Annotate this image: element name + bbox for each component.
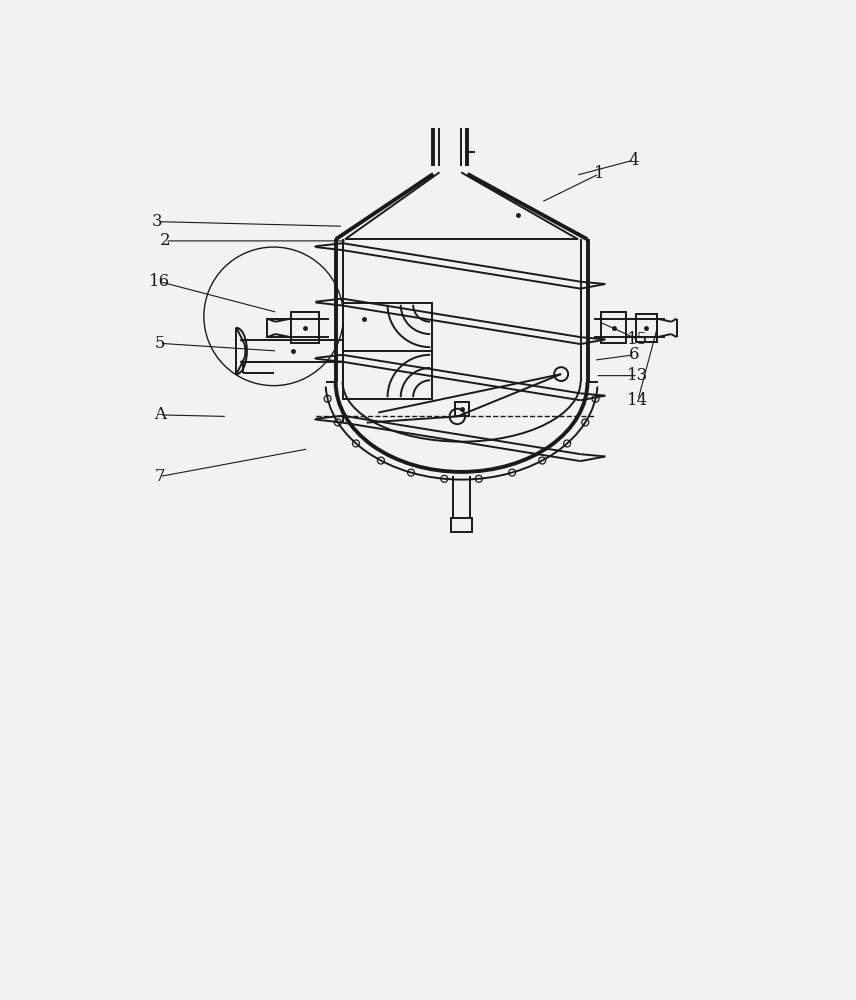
Text: 2: 2 <box>160 232 170 249</box>
Bar <box>451 518 473 532</box>
Text: 13: 13 <box>627 367 649 384</box>
Text: 4: 4 <box>628 152 639 169</box>
Text: 7: 7 <box>154 468 165 485</box>
Text: A: A <box>154 406 166 423</box>
Text: 3: 3 <box>152 213 163 230</box>
Text: 16: 16 <box>149 273 170 290</box>
Bar <box>602 312 627 343</box>
Text: 6: 6 <box>629 346 639 363</box>
Text: 1: 1 <box>594 165 604 182</box>
Bar <box>342 303 431 399</box>
Text: 14: 14 <box>627 392 649 409</box>
Bar <box>635 314 657 342</box>
Bar <box>455 402 468 416</box>
Text: 15: 15 <box>627 331 649 348</box>
Text: 5: 5 <box>154 335 165 352</box>
Bar <box>291 312 318 343</box>
